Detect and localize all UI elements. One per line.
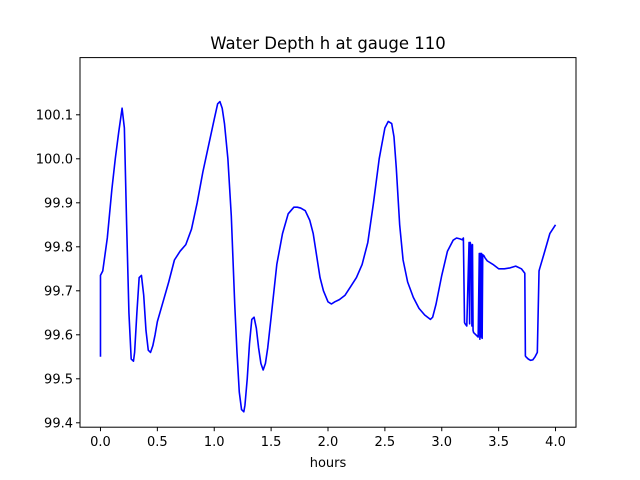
y-tick-label: 100.1 [36, 108, 73, 123]
x-tick-label: 3.0 [431, 435, 452, 450]
x-axis: 0.0 0.5 1.0 1.5 2.0 2.5 3.0 3.5 4.0 [90, 427, 566, 450]
y-tick-label: 99.4 [44, 416, 73, 431]
series-line-0 [99, 100, 557, 413]
plot-area [99, 100, 557, 413]
y-tick-label: 99.7 [44, 284, 73, 299]
y-tick-label: 99.6 [44, 328, 73, 343]
y-tick-label: 99.8 [44, 240, 73, 255]
x-axis-label: hours [310, 456, 347, 471]
y-tick-label: 100.0 [36, 152, 73, 167]
y-tick-label: 99.9 [44, 196, 73, 211]
y-axis: 99.4 99.5 99.6 99.7 99.8 99.9 100.0 100.1 [36, 108, 80, 431]
x-tick-label: 2.5 [375, 435, 396, 450]
x-tick-label: 0.5 [147, 435, 168, 450]
x-tick-label: 2.0 [318, 435, 339, 450]
x-tick-label: 3.5 [488, 435, 509, 450]
chart-title: Water Depth h at gauge 110 [210, 34, 445, 53]
x-tick-label: 0.0 [90, 435, 111, 450]
x-tick-label: 1.0 [204, 435, 225, 450]
y-tick-label: 99.5 [44, 372, 73, 387]
x-tick-label: 4.0 [545, 435, 566, 450]
x-tick-label: 1.5 [261, 435, 282, 450]
